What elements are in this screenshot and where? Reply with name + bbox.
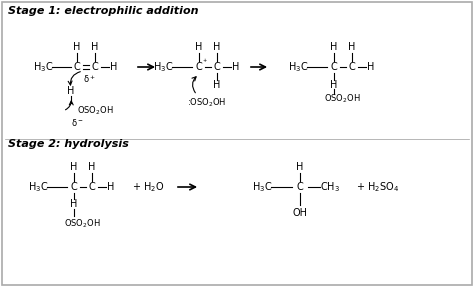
Text: H: H <box>67 86 75 96</box>
Text: H$_3$C: H$_3$C <box>153 60 173 74</box>
FancyArrowPatch shape <box>192 77 196 93</box>
Text: H: H <box>91 42 99 52</box>
Text: H: H <box>70 162 78 172</box>
Text: C: C <box>89 182 95 192</box>
Text: H$_3$C: H$_3$C <box>28 180 48 194</box>
Text: H: H <box>70 199 78 209</box>
Text: C: C <box>73 62 81 72</box>
Text: δ$^+$: δ$^+$ <box>82 73 95 85</box>
Text: C: C <box>331 62 337 72</box>
Text: OSO$_2$OH: OSO$_2$OH <box>324 93 360 105</box>
Text: + H$_2$O: + H$_2$O <box>132 180 164 194</box>
Text: H: H <box>88 162 96 172</box>
Text: C: C <box>71 182 77 192</box>
Text: H: H <box>296 162 304 172</box>
Text: Stage 1: electrophilic addition: Stage 1: electrophilic addition <box>8 6 199 16</box>
FancyArrowPatch shape <box>68 72 80 85</box>
Text: H: H <box>107 182 115 192</box>
Text: Stage 2: hydrolysis: Stage 2: hydrolysis <box>8 139 129 149</box>
Text: C: C <box>214 62 220 72</box>
Text: OH: OH <box>292 208 308 218</box>
Text: H: H <box>213 42 221 52</box>
Text: δ$^-$: δ$^-$ <box>71 117 83 127</box>
Text: H: H <box>213 80 221 90</box>
Text: C: C <box>348 62 356 72</box>
FancyArrowPatch shape <box>65 101 73 110</box>
Text: + H$_2$SO$_4$: + H$_2$SO$_4$ <box>356 180 400 194</box>
Text: H: H <box>110 62 118 72</box>
Text: H: H <box>330 42 337 52</box>
Text: H: H <box>330 80 337 90</box>
Text: :OSO$_2$OH: :OSO$_2$OH <box>187 97 227 109</box>
Text: H: H <box>367 62 374 72</box>
Text: H: H <box>232 62 240 72</box>
Text: H$_3$C: H$_3$C <box>252 180 272 194</box>
Text: H$_3$C: H$_3$C <box>288 60 308 74</box>
Text: H: H <box>195 42 203 52</box>
Text: H: H <box>73 42 81 52</box>
Text: C: C <box>297 182 303 192</box>
Text: C: C <box>196 62 202 72</box>
FancyBboxPatch shape <box>2 2 472 285</box>
Text: OSO$_2$OH: OSO$_2$OH <box>77 105 114 117</box>
Text: C: C <box>91 62 99 72</box>
Text: $^+$: $^+$ <box>201 59 207 65</box>
Text: H$_3$C: H$_3$C <box>33 60 53 74</box>
Text: H: H <box>348 42 356 52</box>
Text: CH$_3$: CH$_3$ <box>320 180 340 194</box>
Text: OSO$_2$OH: OSO$_2$OH <box>64 218 100 230</box>
